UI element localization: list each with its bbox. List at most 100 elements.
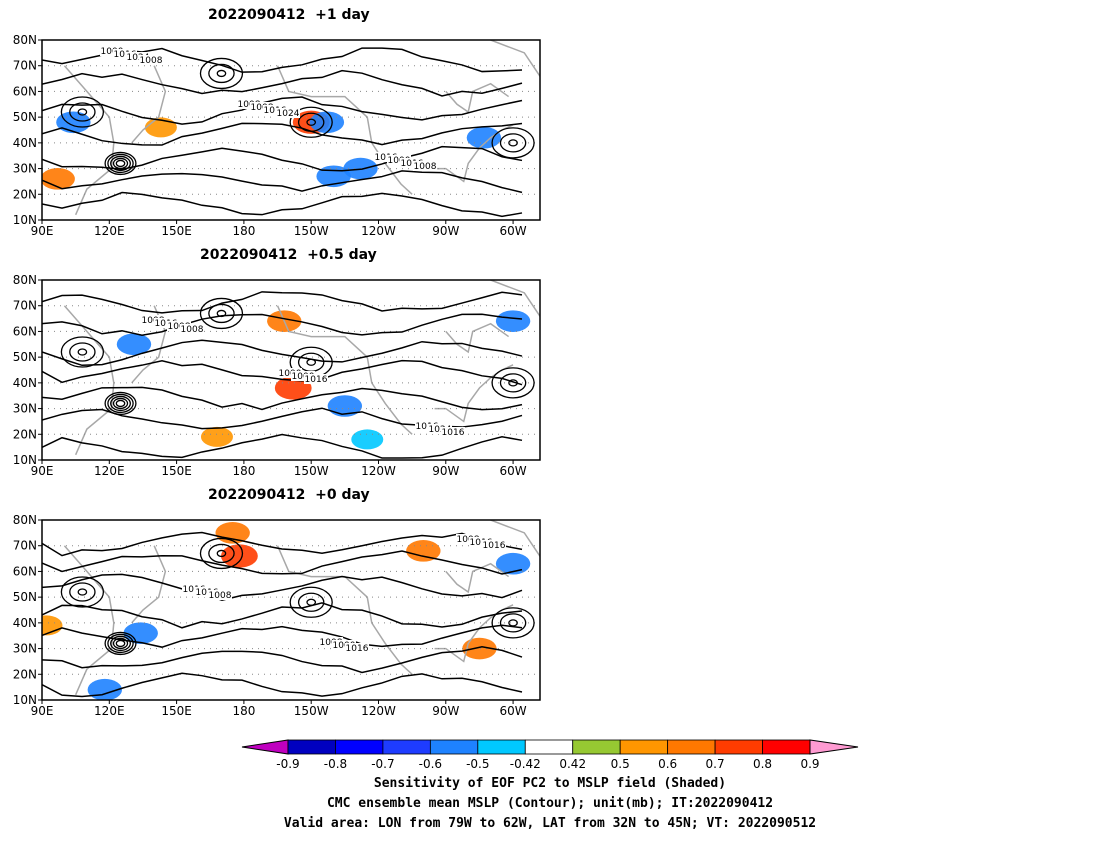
colorbar-swatch <box>477 739 526 755</box>
coastline <box>131 545 167 624</box>
sensitivity-shading <box>123 622 158 644</box>
pressure-center-ring <box>112 637 129 650</box>
pressure-center-ring <box>77 588 88 596</box>
pressure-center-ring <box>60 96 105 128</box>
lon-tick-label: 90E <box>31 464 54 478</box>
pressure-center-ring <box>60 336 105 368</box>
contour-label: 1024 <box>277 109 300 119</box>
pressure-center-ring <box>216 549 227 558</box>
contour-label: 1008 <box>238 100 261 110</box>
sensitivity-shading <box>200 426 233 447</box>
lat-tick-label: 60N <box>13 84 37 98</box>
lat-tick-label: 40N <box>13 136 37 150</box>
pressure-center-ring <box>208 63 235 84</box>
contour-label: 1016 <box>183 585 206 595</box>
coastline <box>276 65 413 195</box>
sensitivity-shading <box>351 429 384 450</box>
lon-tick-label: 120E <box>94 224 125 238</box>
pressure-center-ring <box>112 397 129 410</box>
lon-tick-label: 120W <box>361 224 396 238</box>
lat-tick-label: 50N <box>13 110 37 124</box>
pressure-center-ring <box>499 613 527 633</box>
pressure-center-ring <box>289 586 333 618</box>
contour-label: 1016 <box>470 538 493 548</box>
contour-label: 1024 <box>429 425 452 435</box>
sensitivity-shading <box>116 333 152 356</box>
lon-tick-label: 60W <box>500 464 527 478</box>
colorbar-swatch <box>287 739 336 755</box>
pressure-center-ring <box>77 108 88 116</box>
panel-title-2: 2022090412 +0.5 day <box>200 247 377 263</box>
contour-label: 1016 <box>483 541 506 551</box>
coastline <box>63 305 115 456</box>
contour-label: 1008 <box>320 638 343 648</box>
pressure-center-ring <box>115 399 126 408</box>
contour-label-bg <box>250 102 274 112</box>
pressure-center-ring <box>69 582 96 602</box>
contour-label: 1008 <box>142 316 165 326</box>
lat-tick-label: 30N <box>13 642 37 656</box>
isobar-contour <box>42 145 523 172</box>
contour-label-bg <box>276 108 300 118</box>
colorbar-swatch <box>572 739 621 755</box>
contour-label-bg <box>400 158 424 168</box>
lon-tick-label: 120W <box>361 704 396 718</box>
contour-label: 1016 <box>264 106 287 116</box>
contour-label-bg <box>113 49 137 59</box>
map-panels: 1000100810161016100810001024101610161008… <box>13 33 541 718</box>
pressure-center-ring <box>110 395 131 412</box>
sensitivity-shading <box>274 376 312 400</box>
coastline <box>445 322 510 354</box>
colorbar-swatch <box>429 739 479 755</box>
lon-tick-label: 180 <box>232 224 255 238</box>
contour-label-bg <box>374 152 398 162</box>
sensitivity-shading <box>462 637 497 660</box>
colorbar: -0.9 -0.8 -0.7 -0.6 -0.5 -0.42 0.42 0.5 0.6 0.7 0.… <box>241 739 859 771</box>
pressure-center-ring <box>69 342 96 362</box>
pressure-center-ring <box>289 106 333 138</box>
contour-label: 1016 <box>114 50 137 60</box>
contour-label-bg <box>100 46 124 56</box>
pressure-center-ring <box>110 155 131 172</box>
lat-tick-label: 30N <box>13 402 37 416</box>
contour-label-bg <box>332 640 356 650</box>
lon-tick-label: 120E <box>94 464 125 478</box>
lon-tick-label: 120W <box>361 464 396 478</box>
pressure-center-ring <box>77 348 88 356</box>
isobar-contour <box>42 386 523 411</box>
contour-label-bg <box>304 374 328 384</box>
contour-label-bg <box>126 52 150 62</box>
lon-tick-label: 60W <box>500 704 527 718</box>
pressure-center-ring <box>297 112 325 132</box>
pressure-center-ring <box>107 633 134 654</box>
panel-title-3: 2022090412 +0 day <box>208 487 370 503</box>
colorbar-swatch <box>714 739 763 755</box>
pressure-center-ring <box>508 139 518 147</box>
colorbar-label: 0.5 <box>611 757 630 771</box>
sensitivity-shading <box>327 395 363 417</box>
contour-label-bg <box>428 424 452 434</box>
colorbar-label: -0.6 <box>419 757 442 771</box>
pressure-center-ring <box>107 393 134 414</box>
isobar-contour <box>42 602 523 629</box>
colorbar-label: 0.8 <box>753 757 772 771</box>
lon-tick-label: 90W <box>432 224 459 238</box>
pressure-center-ring <box>104 151 137 176</box>
pressure-center-ring <box>508 379 518 387</box>
colorbar-swatch <box>619 739 669 755</box>
lat-tick-label: 80N <box>13 273 37 287</box>
isobar-contour <box>42 646 523 674</box>
isobar-contour <box>42 359 523 386</box>
pressure-center-ring <box>115 159 126 168</box>
isobar-contour <box>42 672 523 698</box>
colorbar-arrow-low <box>241 739 289 755</box>
contour-label-bg <box>182 584 206 594</box>
lat-tick-label: 40N <box>13 616 37 630</box>
isobar-contour <box>42 433 523 459</box>
isobar-contour <box>42 122 523 146</box>
colorbar-swatch <box>524 739 574 755</box>
lat-tick-label: 80N <box>13 513 37 527</box>
contour-label: 1016 <box>346 644 369 654</box>
isobar-contour <box>42 313 523 336</box>
lat-tick-label: 10N <box>13 213 37 227</box>
